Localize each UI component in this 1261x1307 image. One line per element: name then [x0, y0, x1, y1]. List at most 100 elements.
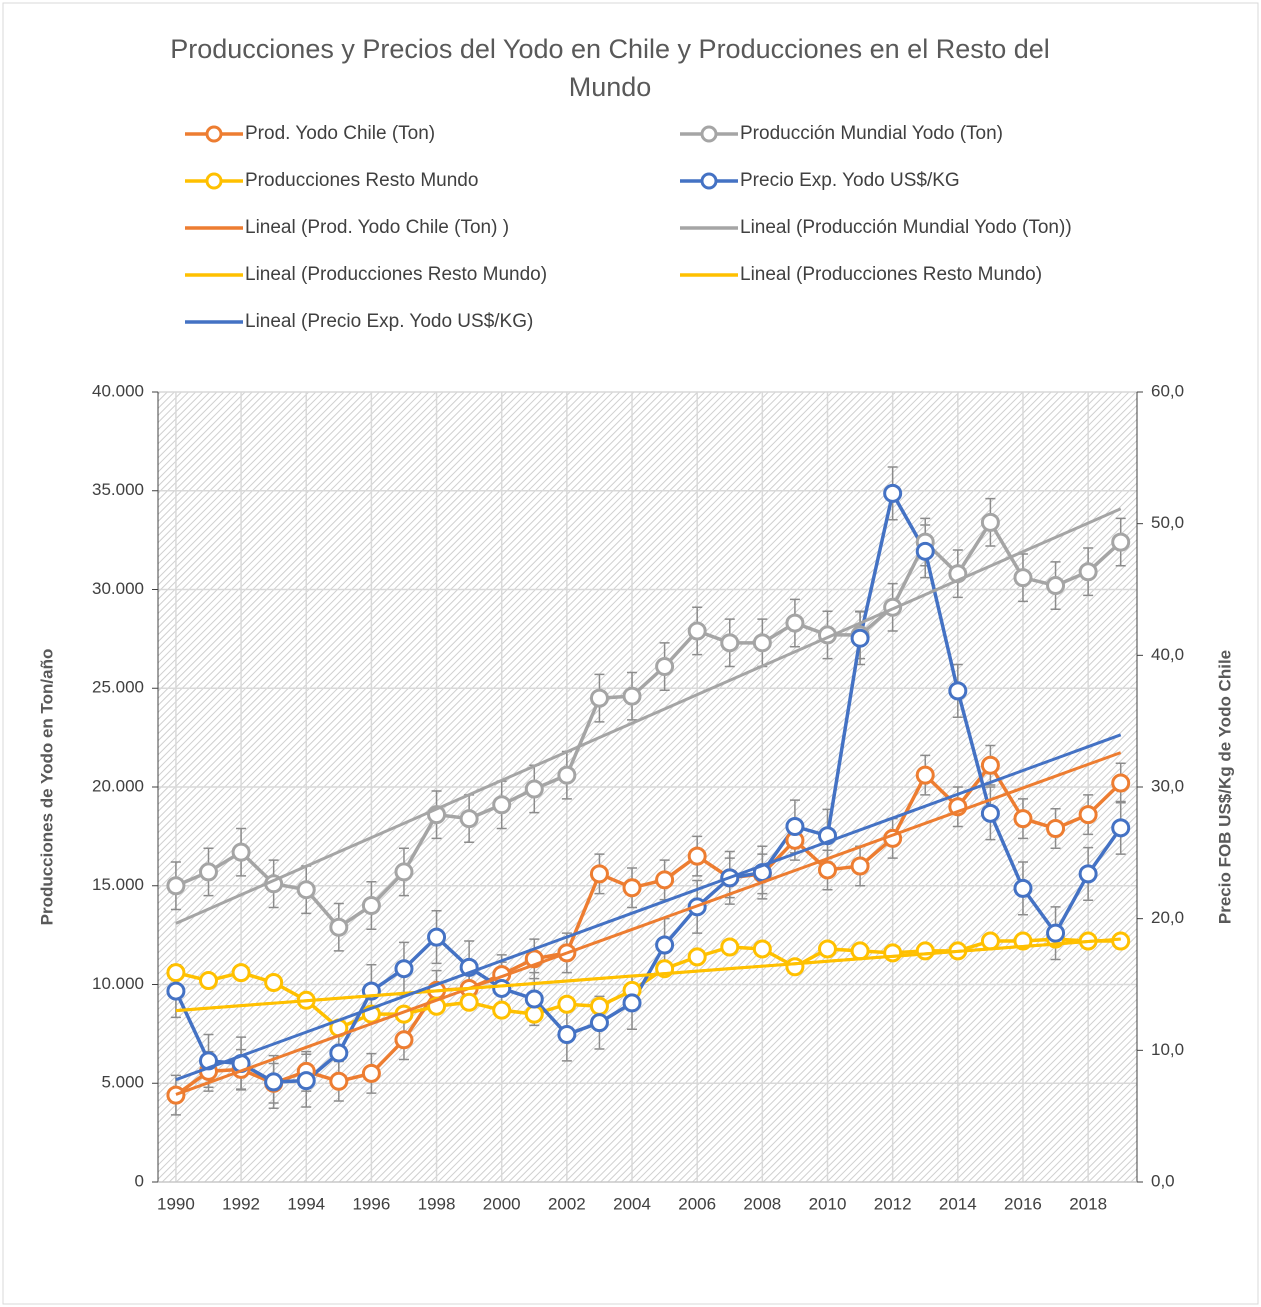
- point: [557, 994, 577, 1014]
- legend-marker: [205, 125, 223, 143]
- point: [655, 935, 675, 955]
- legend-label: Prod. Yodo Chile (Ton): [245, 123, 435, 144]
- point: [329, 1043, 349, 1063]
- point: [1013, 568, 1033, 588]
- point: [361, 1063, 381, 1083]
- point: [1078, 562, 1098, 582]
- point: [1013, 809, 1033, 829]
- point: [655, 657, 675, 677]
- legend-label: Lineal (Producciones Resto Mundo): [740, 264, 1042, 285]
- point: [329, 1071, 349, 1091]
- x-tick-label: 2006: [678, 1194, 716, 1213]
- y-tick-label: 10.000: [92, 974, 144, 993]
- y-tick-label: 35.000: [92, 480, 144, 499]
- legend-label: Lineal (Producción Mundial Yodo (Ton)): [740, 217, 1072, 238]
- y2-tick-label: 30,0: [1151, 776, 1184, 795]
- point: [296, 880, 316, 900]
- point: [785, 957, 805, 977]
- point: [1111, 773, 1131, 793]
- trendline: [175, 751, 1122, 1096]
- point: [687, 621, 707, 641]
- point: [752, 633, 772, 653]
- point: [524, 779, 544, 799]
- point: [850, 856, 870, 876]
- point: [622, 993, 642, 1013]
- point: [622, 878, 642, 898]
- y-tick-label: 30.000: [92, 579, 144, 598]
- point: [785, 613, 805, 633]
- point: [980, 755, 1000, 775]
- point: [198, 971, 218, 991]
- x-tick-label: 2014: [939, 1194, 977, 1213]
- point: [850, 628, 870, 648]
- y2-tick-label: 20,0: [1151, 908, 1184, 927]
- point: [1046, 818, 1066, 838]
- trendline: [175, 937, 1121, 1013]
- point: [166, 963, 186, 983]
- point: [361, 896, 381, 915]
- x-tick-label: 2018: [1069, 1194, 1107, 1213]
- x-tick-label: 1990: [157, 1194, 195, 1213]
- point: [264, 1072, 284, 1092]
- point: [492, 1000, 512, 1020]
- legend-label: Producciones Resto Mundo: [245, 170, 478, 191]
- point: [980, 803, 1000, 823]
- y2-tick-label: 50,0: [1151, 513, 1184, 532]
- y2-tick-label: 40,0: [1151, 645, 1184, 664]
- legend-marker: [700, 172, 718, 190]
- point: [915, 765, 935, 785]
- x-tick-label: 1996: [352, 1194, 390, 1213]
- point: [427, 927, 447, 947]
- point: [166, 1085, 186, 1105]
- point: [589, 1013, 609, 1033]
- point: [1046, 576, 1066, 596]
- point: [296, 1071, 316, 1091]
- point: [231, 842, 251, 862]
- legend-marker: [700, 125, 718, 143]
- point: [655, 870, 675, 890]
- point: [1111, 818, 1131, 838]
- x-tick-label: 2002: [548, 1194, 586, 1213]
- legend-label: Lineal (Prod. Yodo Chile (Ton) ): [245, 217, 509, 238]
- y-tick-label: 40.000: [92, 381, 144, 400]
- point: [264, 973, 284, 993]
- point: [492, 795, 512, 815]
- x-tick-label: 2000: [483, 1194, 521, 1213]
- y-axis-title: Producciones de Yodo en Ton/año: [37, 649, 56, 926]
- point: [1078, 805, 1098, 825]
- point: [1078, 864, 1098, 884]
- point: [720, 937, 740, 957]
- point: [459, 809, 479, 829]
- point: [883, 943, 903, 963]
- point: [1046, 923, 1066, 943]
- point: [589, 864, 609, 884]
- point: [817, 939, 837, 959]
- y-tick-label: 20.000: [92, 776, 144, 795]
- point: [687, 947, 707, 967]
- x-tick-label: 2010: [809, 1194, 847, 1213]
- point: [915, 941, 935, 961]
- trendline: [175, 733, 1122, 1082]
- point: [589, 688, 609, 708]
- point: [557, 1025, 577, 1045]
- y2-tick-label: 60,0: [1151, 381, 1184, 400]
- point: [231, 963, 251, 983]
- x-tick-label: 2012: [874, 1194, 912, 1213]
- point: [492, 978, 512, 998]
- point: [752, 939, 772, 959]
- legend-label: Lineal (Producciones Resto Mundo): [245, 264, 547, 285]
- x-tick-label: 1992: [222, 1194, 260, 1213]
- point: [850, 941, 870, 961]
- point: [785, 817, 805, 836]
- y2-axis-title: Precio FOB US$/Kg de Yodo Chile: [1215, 650, 1234, 924]
- point: [948, 681, 968, 701]
- point: [980, 512, 1000, 532]
- point: [459, 992, 479, 1012]
- legend-label: Lineal (Precio Exp. Yodo US$/KG): [245, 311, 533, 332]
- point: [166, 876, 186, 896]
- point: [524, 989, 544, 1009]
- point: [1013, 878, 1033, 898]
